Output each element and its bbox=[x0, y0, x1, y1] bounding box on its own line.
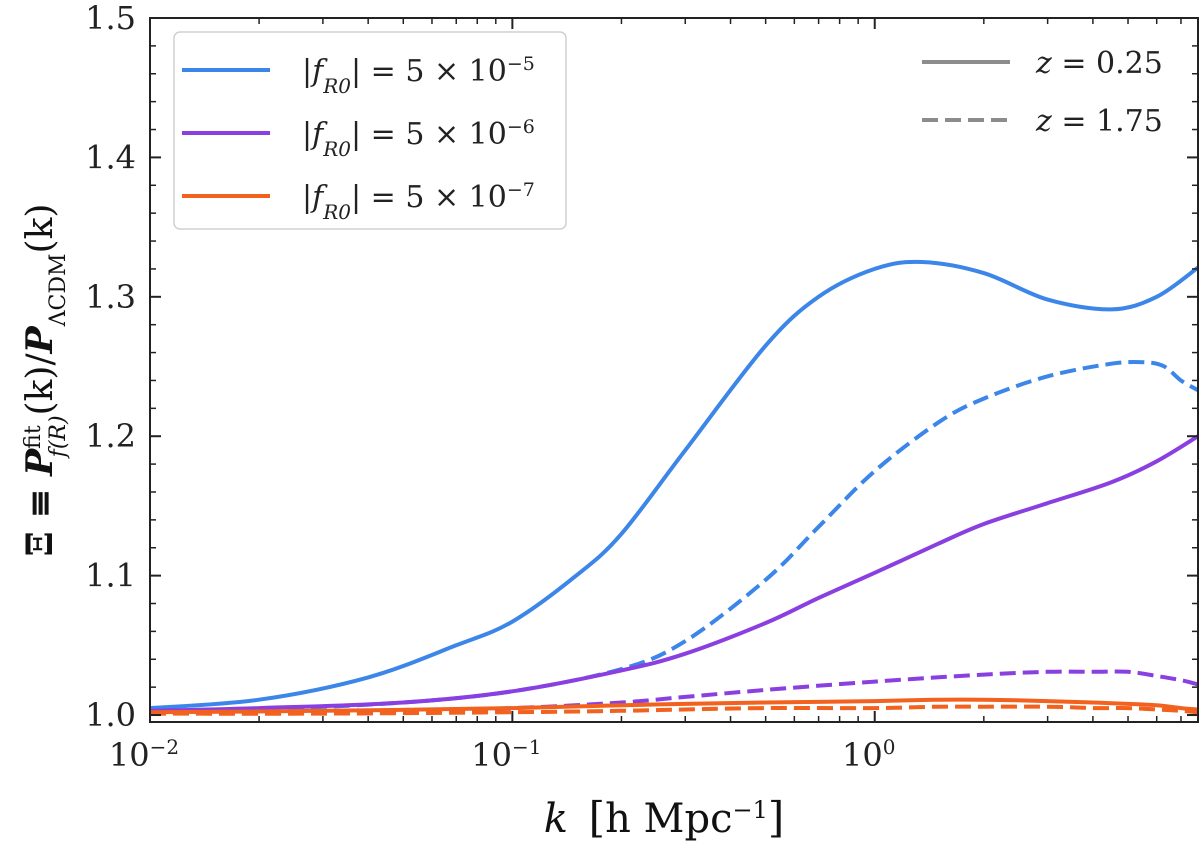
axis-ticks: 1.0 1.1 1.2 1.3 1.4 1.5 10−2 10−1 100 bbox=[85, 0, 1198, 774]
y-axis-den: P bbox=[19, 325, 61, 354]
x-tick-label: 10−2 bbox=[109, 735, 179, 774]
y-axis-tail: (k) bbox=[20, 204, 61, 254]
series-line-5e-5-z1.75 bbox=[150, 359, 1198, 715]
y-axis-den-sub: ΛCDM bbox=[46, 253, 71, 327]
x-tick-label: 10−1 bbox=[471, 735, 541, 774]
series-line-5e-6-z1.75 bbox=[150, 669, 1198, 716]
y-tick-label: 1.4 bbox=[85, 138, 136, 176]
legend-redshift-label: z = 0.25 bbox=[1035, 46, 1163, 81]
x-axis-title: k [h Mpc−1] bbox=[544, 793, 785, 842]
y-axis-num-sup: fit bbox=[21, 425, 46, 449]
x-axis-var: k bbox=[544, 796, 568, 842]
x-axis-unit-exp: −1 bbox=[733, 796, 768, 824]
plot-frame bbox=[149, 17, 1199, 723]
legend-model-label: |fR0| = 5 × 10−7 bbox=[302, 179, 535, 224]
y-tick-label: 1.3 bbox=[85, 278, 136, 316]
legend-models: |fR0| = 5 × 10−5 |fR0| = 5 × 10−6 |fR0| = … bbox=[173, 31, 567, 230]
y-axis-num-sub: f(R) bbox=[46, 415, 71, 459]
y-tick-label: 1.5 bbox=[85, 0, 136, 37]
series-line-5e-7-z0.25 bbox=[150, 697, 1198, 715]
series-line-5e-6-z0.25 bbox=[150, 434, 1198, 713]
series-line-5e-7-z1.75 bbox=[150, 704, 1198, 716]
legend-model-label: |fR0| = 5 × 10−5 bbox=[302, 53, 535, 98]
x-axis-unit: h Mpc bbox=[605, 796, 732, 842]
y-axis-mid: (k)/ bbox=[20, 353, 61, 416]
y-tick-label: 1.2 bbox=[85, 417, 136, 455]
legend-redshift-label: z = 1.75 bbox=[1035, 104, 1163, 139]
y-axis-lhs: Ξ ≡ bbox=[19, 476, 61, 557]
y-axis-title: Ξ ≡ Pfitf(R)(k)/PΛCDM(k) bbox=[19, 204, 71, 557]
legend-models-box bbox=[173, 31, 567, 230]
y-tick-label: 1.1 bbox=[85, 557, 136, 595]
series-line-5e-5-z0.25 bbox=[150, 259, 1198, 711]
plot-series bbox=[150, 259, 1198, 716]
y-tick-label: 1.0 bbox=[85, 696, 136, 734]
y-axis-num: P bbox=[19, 448, 61, 477]
legend-model-label: |fR0| = 5 × 10−6 bbox=[302, 116, 535, 161]
legend-redshift: z = 0.25 z = 1.75 bbox=[922, 46, 1163, 139]
x-tick-label: 100 bbox=[842, 735, 895, 774]
